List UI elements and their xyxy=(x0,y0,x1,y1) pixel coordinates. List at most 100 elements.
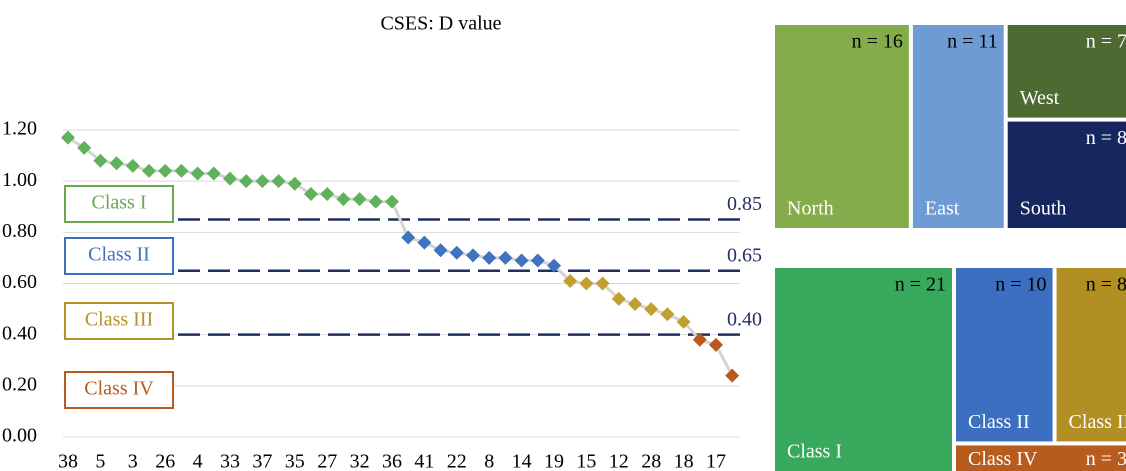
cell-value-label: n = 11 xyxy=(947,31,998,53)
x-tick-label: 8 xyxy=(484,451,494,471)
treemap-cell xyxy=(1007,121,1126,228)
threshold-label: 0.40 xyxy=(727,308,762,330)
data-point xyxy=(660,307,675,322)
data-point xyxy=(239,174,254,189)
treemap-cell xyxy=(775,268,952,471)
data-point xyxy=(514,253,529,268)
treemap-cell xyxy=(912,25,1004,228)
x-tick-label: 37 xyxy=(252,451,272,471)
x-tick-label: 38 xyxy=(58,451,78,471)
data-point xyxy=(223,171,237,186)
data-point xyxy=(611,291,626,306)
class-label: Class III xyxy=(85,309,153,331)
x-tick-label: 36 xyxy=(382,451,402,471)
data-point xyxy=(271,174,286,189)
data-point xyxy=(174,163,189,178)
data-point xyxy=(336,192,351,207)
data-point xyxy=(433,243,448,258)
data-point xyxy=(109,156,124,171)
data-point xyxy=(93,153,108,168)
data-point xyxy=(158,163,173,178)
data-point xyxy=(482,250,497,265)
treemap-cell xyxy=(956,445,1126,471)
data-point xyxy=(595,276,610,291)
cell-value-label: n = 7 xyxy=(1086,31,1126,53)
data-point xyxy=(530,253,545,268)
data-point xyxy=(287,176,302,191)
x-tick-label: 33 xyxy=(220,451,240,471)
cell-value-label: n = 8 xyxy=(1086,274,1126,296)
data-point xyxy=(190,166,205,181)
data-point xyxy=(125,158,140,173)
x-tick-label: 12 xyxy=(609,451,629,471)
x-tick-label: 28 xyxy=(641,451,661,471)
data-point xyxy=(628,296,642,311)
x-tick-label: 27 xyxy=(317,451,337,471)
x-tick-label: 22 xyxy=(447,451,467,471)
data-point xyxy=(304,186,318,201)
cell-value-label: n = 3 xyxy=(1086,448,1126,470)
treemap-cell xyxy=(1056,268,1126,442)
y-tick-label: 1.20 xyxy=(2,118,37,140)
x-tick-label: 3 xyxy=(128,451,138,471)
cell-name: West xyxy=(1020,87,1060,109)
y-tick-label: 0.60 xyxy=(2,271,37,293)
cell-name: Class IV xyxy=(968,448,1038,470)
data-point xyxy=(142,163,156,178)
data-point xyxy=(352,192,367,207)
data-point xyxy=(692,332,707,347)
y-tick-label: 0.80 xyxy=(2,220,37,242)
class-label: Class IV xyxy=(84,378,154,400)
data-point xyxy=(449,245,464,260)
cell-name: North xyxy=(787,198,834,220)
x-tick-label: 35 xyxy=(285,451,305,471)
cell-value-label: n = 10 xyxy=(995,274,1046,296)
data-point xyxy=(255,174,270,189)
data-point xyxy=(547,258,561,273)
y-tick-label: 0.20 xyxy=(2,373,37,395)
data-point xyxy=(709,337,723,352)
data-point xyxy=(644,302,659,317)
threshold-label: 0.65 xyxy=(727,244,762,266)
cell-name: East xyxy=(925,198,960,220)
class-box xyxy=(64,237,174,275)
class-box xyxy=(64,371,174,409)
cell-value-label: n = 21 xyxy=(895,274,946,296)
data-point xyxy=(206,166,221,181)
cell-name: South xyxy=(1020,198,1067,220)
x-tick-label: 19 xyxy=(544,451,564,471)
cell-name: Class III xyxy=(1069,411,1126,433)
data-point xyxy=(61,130,75,145)
data-point xyxy=(498,250,513,265)
data-point xyxy=(466,248,480,263)
data-point xyxy=(417,235,432,250)
x-tick-label: 15 xyxy=(576,451,596,471)
data-point xyxy=(368,194,383,209)
cell-value-label: n = 8 xyxy=(1086,127,1126,149)
data-point xyxy=(77,140,92,155)
data-point xyxy=(579,276,594,291)
chart-title: CSES: D value xyxy=(380,13,501,35)
y-tick-label: 0.40 xyxy=(2,322,37,344)
data-point xyxy=(725,368,740,383)
x-tick-label: 4 xyxy=(193,451,203,471)
x-tick-label: 17 xyxy=(706,451,726,471)
x-tick-label: 14 xyxy=(512,451,532,471)
cell-name: Class II xyxy=(968,411,1030,433)
data-point xyxy=(385,194,399,209)
y-tick-label: 1.00 xyxy=(2,169,37,191)
x-tick-label: 18 xyxy=(674,451,694,471)
data-point xyxy=(563,273,578,288)
treemap-cell xyxy=(956,268,1053,442)
class-label: Class I xyxy=(92,192,147,214)
x-tick-label: 26 xyxy=(155,451,175,471)
data-point xyxy=(320,186,335,201)
x-tick-label: 41 xyxy=(414,451,434,471)
class-label: Class II xyxy=(88,244,150,266)
y-tick-label: 0.00 xyxy=(2,425,37,447)
data-point xyxy=(401,230,416,245)
treemap-cell xyxy=(1007,25,1126,118)
threshold-label: 0.85 xyxy=(727,193,762,215)
class-box xyxy=(64,185,174,223)
